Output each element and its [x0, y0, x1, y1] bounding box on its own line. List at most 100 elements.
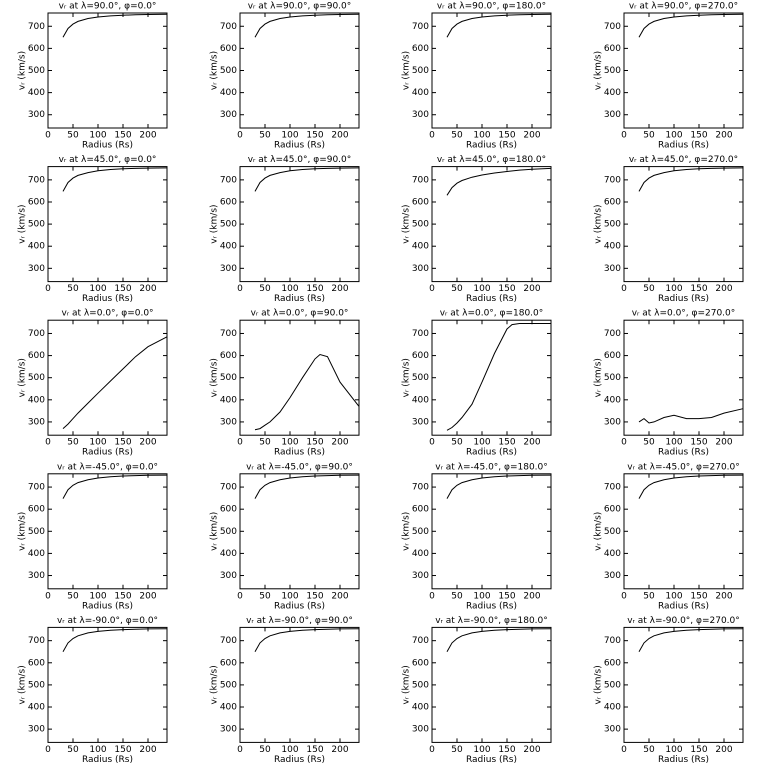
y-tick-label: 500	[604, 680, 621, 690]
plot-frame	[239, 319, 360, 436]
x-tick-label: 200	[331, 131, 348, 141]
plot-frame	[47, 319, 168, 436]
x-tick-label: 0	[237, 745, 243, 755]
x-tick-label: 200	[139, 438, 156, 448]
x-tick-label: 150	[306, 745, 323, 755]
chart-title: vᵣ at λ=-45.0°, φ=90.0°	[246, 462, 353, 472]
x-axis-label: Radius (Rs)	[82, 141, 133, 151]
x-tick-label: 0	[237, 131, 243, 141]
plot-frame	[47, 12, 168, 129]
x-axis-label: Radius (Rs)	[274, 601, 325, 611]
x-tick-label: 150	[690, 131, 707, 141]
chart-title: vᵣ at λ=-90.0°, φ=270.0°	[627, 616, 740, 626]
y-tick-label: 500	[28, 527, 45, 537]
x-tick-label: 150	[114, 745, 131, 755]
x-tick-label: 100	[665, 438, 682, 448]
x-tick-label: 150	[498, 131, 515, 141]
y-tick-label: 700	[604, 22, 621, 32]
y-tick-label: 700	[412, 636, 429, 646]
x-tick-label: 100	[281, 591, 298, 601]
x-axis-label: Radius (Rs)	[274, 448, 325, 458]
y-tick-label: 500	[28, 373, 45, 383]
chart-title: vᵣ at λ=-90.0°, φ=180.0°	[435, 616, 548, 626]
x-tick-label: 100	[89, 745, 106, 755]
y-tick-label: 500	[412, 66, 429, 76]
data-line	[62, 336, 168, 429]
x-tick-label: 50	[67, 284, 79, 294]
x-tick-label: 200	[715, 284, 732, 294]
y-tick-label: 300	[412, 264, 429, 274]
data-line	[254, 628, 360, 652]
data-line	[446, 167, 552, 196]
plot-frame	[623, 12, 744, 129]
x-axis-label: Radius (Rs)	[466, 141, 517, 151]
y-tick-label: 400	[28, 703, 45, 713]
y-tick-label: 300	[220, 264, 237, 274]
data-line	[638, 474, 744, 499]
y-axis-label: vᵣ (km/s)	[594, 204, 604, 243]
x-tick-label: 0	[237, 591, 243, 601]
x-tick-label: 50	[451, 591, 463, 601]
y-tick-label: 400	[220, 395, 237, 405]
x-tick-label: 150	[306, 591, 323, 601]
x-tick-label: 200	[523, 131, 540, 141]
x-tick-label: 100	[89, 131, 106, 141]
data-line	[638, 628, 744, 652]
y-tick-label: 600	[220, 197, 237, 207]
x-tick-label: 100	[473, 745, 490, 755]
x-tick-label: 50	[259, 131, 271, 141]
plot-frame	[239, 12, 360, 129]
chart-title: vᵣ at λ=-45.0°, φ=270.0°	[627, 462, 740, 472]
chart-title: vᵣ at λ=0.0°, φ=180.0°	[440, 309, 544, 319]
x-tick-label: 150	[114, 284, 131, 294]
y-tick-label: 700	[220, 329, 237, 339]
y-axis-label: vᵣ (km/s)	[594, 665, 604, 704]
y-tick-label: 500	[604, 527, 621, 537]
y-tick-label: 600	[220, 658, 237, 668]
x-axis-label: Radius (Rs)	[466, 294, 517, 304]
x-tick-label: 200	[331, 745, 348, 755]
x-axis-label: Radius (Rs)	[658, 601, 709, 611]
y-tick-label: 500	[220, 527, 237, 537]
x-tick-label: 50	[643, 284, 655, 294]
x-tick-label: 50	[643, 438, 655, 448]
y-tick-label: 700	[28, 636, 45, 646]
x-tick-label: 50	[643, 591, 655, 601]
y-tick-label: 500	[220, 220, 237, 230]
y-tick-label: 700	[28, 175, 45, 185]
y-tick-label: 400	[604, 703, 621, 713]
y-axis-label: vᵣ (km/s)	[18, 51, 28, 90]
x-tick-label: 100	[89, 438, 106, 448]
y-axis-label: vᵣ (km/s)	[18, 665, 28, 704]
x-axis-label: Radius (Rs)	[82, 294, 133, 304]
plot-frame	[623, 166, 744, 283]
y-tick-label: 300	[220, 110, 237, 120]
y-tick-label: 500	[220, 373, 237, 383]
chart-title: vᵣ at λ=45.0°, φ=180.0°	[437, 155, 546, 165]
x-tick-label: 0	[45, 591, 51, 601]
x-tick-label: 100	[281, 438, 298, 448]
y-axis-label: vᵣ (km/s)	[210, 512, 220, 551]
x-tick-label: 0	[429, 131, 435, 141]
plot-frame	[431, 473, 552, 590]
data-line	[254, 353, 360, 431]
data-line	[638, 167, 744, 192]
y-tick-label: 400	[28, 242, 45, 252]
x-axis-label: Radius (Rs)	[274, 755, 325, 765]
y-tick-label: 300	[28, 264, 45, 274]
y-axis-label: vᵣ (km/s)	[594, 358, 604, 397]
y-tick-label: 600	[604, 658, 621, 668]
y-tick-label: 700	[28, 22, 45, 32]
x-tick-label: 150	[498, 284, 515, 294]
x-tick-label: 0	[45, 284, 51, 294]
x-tick-label: 100	[473, 131, 490, 141]
y-tick-label: 700	[28, 483, 45, 493]
y-tick-label: 700	[220, 22, 237, 32]
y-tick-label: 400	[220, 88, 237, 98]
y-axis-label: vᵣ (km/s)	[402, 512, 412, 551]
y-tick-label: 300	[412, 110, 429, 120]
y-tick-label: 300	[28, 571, 45, 581]
plot-frame	[431, 12, 552, 129]
y-axis-label: vᵣ (km/s)	[210, 665, 220, 704]
